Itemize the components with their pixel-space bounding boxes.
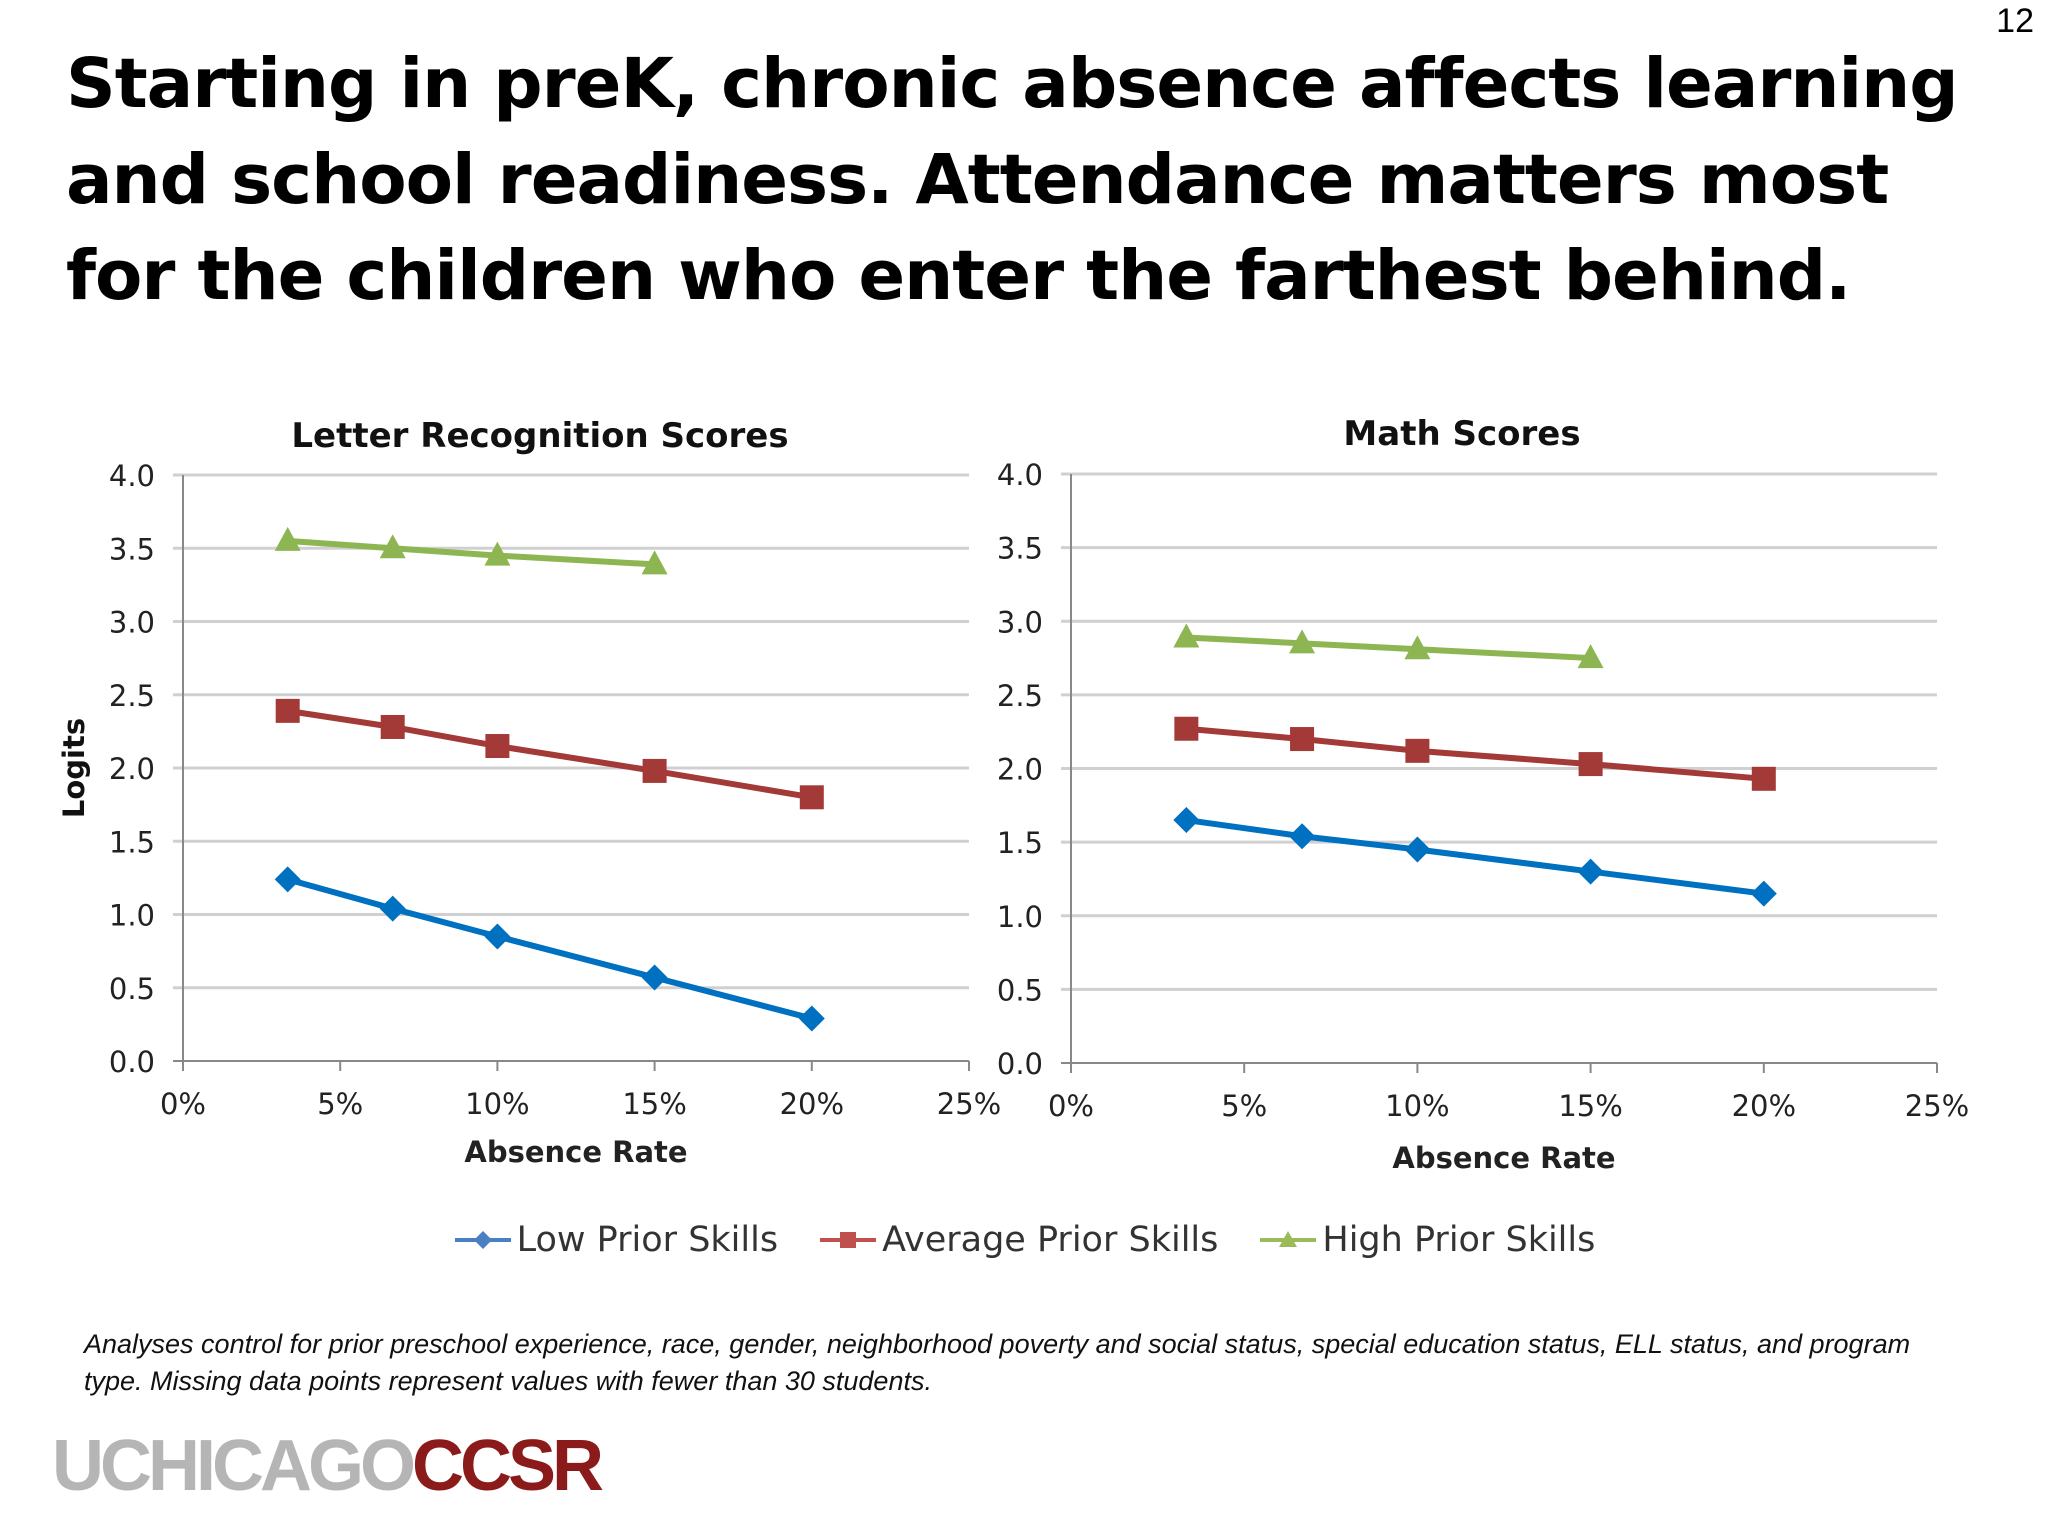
series-line-1 <box>287 707 813 801</box>
data-point-diamond <box>1577 858 1604 885</box>
y-tick-label: 3.5 <box>109 532 155 566</box>
x-tick-label: 5% <box>1221 1089 1267 1123</box>
data-point-triangle <box>1289 629 1316 654</box>
x-tick-label: 0% <box>160 1087 206 1121</box>
uchicago-ccsr-logo: UCHICAGOCCSR <box>52 1425 604 1507</box>
legend-marker-diamond <box>454 1231 511 1249</box>
x-axis-label: Absence Rate <box>1392 1141 1615 1175</box>
logo-part1: UCHICAGO <box>52 1426 416 1506</box>
data-point-triangle <box>1577 644 1604 669</box>
data-point-triangle <box>379 534 406 559</box>
x-axis-label: Absence Rate <box>464 1135 687 1169</box>
data-point-diamond <box>798 1005 825 1032</box>
x-tick-label: 5% <box>317 1087 363 1121</box>
chart-title: Math Scores <box>1343 414 1580 454</box>
y-tick-label: 4.0 <box>109 459 155 493</box>
data-point-diamond <box>1404 836 1431 863</box>
y-tick-label: 2.0 <box>997 753 1043 787</box>
data-point-diamond <box>1173 807 1200 834</box>
x-tick-label: 10% <box>1385 1089 1449 1123</box>
data-point-triangle <box>641 550 668 575</box>
y-tick-label: 3.0 <box>997 605 1043 639</box>
chart-0: Letter Recognition Scores 0.0 0.5 1.0 1.5 2.0… <box>57 416 1001 1169</box>
data-point-square <box>1578 752 1603 777</box>
x-tick-label: 20% <box>780 1087 844 1121</box>
series-line-0 <box>286 876 813 1022</box>
x-tick-label: 0% <box>1048 1089 1094 1123</box>
data-point-triangle <box>274 526 301 551</box>
y-tick-label: 2.5 <box>997 679 1043 713</box>
legend-marker-square <box>820 1232 877 1248</box>
y-tick-label: 2.0 <box>109 752 155 786</box>
legend-item-average: Average Prior Skills <box>818 1220 1218 1260</box>
data-point-square <box>799 785 824 810</box>
x-tick-label: 20% <box>1732 1089 1796 1123</box>
y-tick-label: 0.5 <box>997 973 1043 1007</box>
y-tick-label: 1.5 <box>997 826 1043 860</box>
logo-part2: CCSR <box>412 1426 604 1506</box>
legend-label: Low Prior Skills <box>516 1220 779 1260</box>
x-tick-label: 25% <box>1905 1089 1969 1123</box>
data-point-diamond <box>1289 823 1316 850</box>
data-point-square <box>1751 766 1776 791</box>
data-point-square <box>1290 727 1315 752</box>
slide-title: Starting in preK, chronic absence affect… <box>66 44 1959 316</box>
data-point-triangle <box>1404 635 1431 660</box>
legend-label: Average Prior Skills <box>882 1220 1219 1260</box>
data-point-square <box>380 714 405 739</box>
data-point-diamond <box>641 964 668 991</box>
y-tick-label: 1.5 <box>109 825 155 859</box>
x-tick-label: 25% <box>937 1087 1001 1121</box>
data-point-diamond <box>274 866 301 893</box>
data-point-diamond <box>1750 880 1777 907</box>
data-point-diamond <box>484 923 511 950</box>
legend-item-high: High Prior Skills <box>1258 1220 1595 1260</box>
legend: Low Prior Skills Average Prior Skills Hi… <box>0 1220 2048 1260</box>
data-point-diamond <box>379 895 406 922</box>
data-point-square <box>1405 738 1430 763</box>
legend-label: High Prior Skills <box>1322 1220 1596 1260</box>
y-tick-label: 3.0 <box>109 606 155 640</box>
y-tick-label: 0.0 <box>997 1047 1043 1081</box>
data-point-square <box>485 734 510 759</box>
x-tick-label: 15% <box>1558 1089 1622 1123</box>
data-point-square <box>275 698 300 723</box>
data-point-square <box>1174 716 1199 741</box>
legend-item-low: Low Prior Skills <box>453 1220 778 1260</box>
y-tick-label: 1.0 <box>109 899 155 933</box>
y-axis-label: Logits <box>57 718 91 818</box>
data-point-triangle <box>1173 623 1200 648</box>
series-line-0 <box>1185 817 1765 897</box>
series-line-1 <box>1186 725 1765 782</box>
chart-1: Math Scores 0.0 0.5 1.0 1.5 2.0 2.5 3.0 3.5 4.0 0%… <box>997 414 1969 1175</box>
legend-marker-triangle <box>1260 1231 1317 1247</box>
y-tick-label: 4.0 <box>997 458 1043 492</box>
series-line-2 <box>287 537 655 568</box>
y-tick-label: 2.5 <box>109 679 155 713</box>
y-tick-label: 3.5 <box>997 532 1043 566</box>
data-point-triangle <box>484 541 511 566</box>
chart-title: Letter Recognition Scores <box>291 416 788 456</box>
x-tick-label: 15% <box>622 1087 686 1121</box>
series-line-2 <box>1186 634 1591 662</box>
y-tick-label: 1.0 <box>997 900 1043 934</box>
page-number: 12 <box>1996 2 2034 40</box>
y-tick-label: 0.0 <box>109 1045 155 1079</box>
data-point-square <box>642 758 667 783</box>
footnote: Analyses control for prior preschool exp… <box>84 1329 1911 1396</box>
y-tick-label: 0.5 <box>109 972 155 1006</box>
x-tick-label: 10% <box>465 1087 529 1121</box>
